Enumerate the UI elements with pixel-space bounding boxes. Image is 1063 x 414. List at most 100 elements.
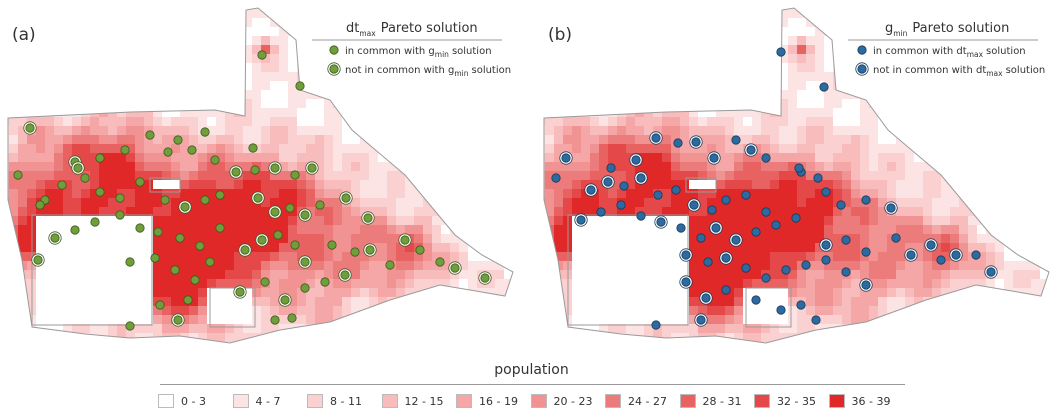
population-cell	[234, 99, 243, 108]
population-cell	[369, 342, 378, 343]
population-cell	[959, 234, 968, 243]
population-cell	[968, 279, 977, 288]
population-cell	[635, 99, 644, 108]
population-cell	[468, 198, 477, 207]
population-cell	[968, 234, 977, 243]
population-cell	[288, 288, 297, 297]
population-cell	[315, 189, 324, 198]
population-cell	[306, 90, 315, 99]
population-cell	[932, 8, 941, 9]
population-cell	[806, 243, 815, 252]
population-cell	[99, 171, 108, 180]
population-cell	[671, 27, 680, 36]
population-cell	[351, 108, 360, 117]
population-cell	[117, 189, 126, 198]
population-cell	[468, 270, 477, 279]
population-cell	[45, 9, 54, 18]
population-cell	[234, 153, 243, 162]
population-cell	[590, 27, 599, 36]
population-cell	[27, 207, 36, 216]
population-cell	[468, 162, 477, 171]
population-cell	[414, 306, 423, 315]
population-cell	[545, 207, 554, 216]
site-marker-unique	[731, 235, 741, 245]
population-cell	[333, 189, 342, 198]
population-cell	[45, 126, 54, 135]
population-cell	[1031, 252, 1040, 261]
population-cell	[324, 324, 333, 333]
population-cell	[941, 261, 950, 270]
population-cell	[653, 8, 662, 9]
population-cell	[860, 126, 869, 135]
population-cell	[1022, 270, 1031, 279]
population-cell	[635, 342, 644, 343]
population-cell	[887, 144, 896, 153]
population-cell	[815, 117, 824, 126]
population-cell	[216, 207, 225, 216]
population-cell	[554, 297, 563, 306]
population-cell	[707, 135, 716, 144]
population-cell	[243, 216, 252, 225]
population-cell	[544, 207, 545, 216]
population-cell	[8, 342, 9, 343]
population-cell	[544, 252, 545, 261]
population-cell	[788, 8, 797, 9]
population-cell	[833, 252, 842, 261]
population-cell	[977, 306, 986, 315]
population-cell	[459, 270, 468, 279]
population-cell	[333, 81, 342, 90]
population-cell	[54, 99, 63, 108]
population-cell	[554, 198, 563, 207]
population-cell	[680, 144, 689, 153]
population-cell	[45, 162, 54, 171]
population-cell	[279, 288, 288, 297]
population-cell	[414, 324, 423, 333]
population-cell	[333, 270, 342, 279]
population-cell	[725, 279, 734, 288]
population-cell	[9, 54, 18, 63]
population-cell	[477, 9, 486, 18]
population-cell	[545, 342, 554, 343]
population-cell	[504, 243, 513, 252]
population-cell	[716, 117, 725, 126]
population-cell	[414, 207, 423, 216]
population-cell	[878, 333, 887, 342]
population-cell	[869, 153, 878, 162]
population-cell	[306, 198, 315, 207]
population-cell	[1013, 333, 1022, 342]
population-cell	[734, 108, 743, 117]
population-cell	[9, 252, 18, 261]
population-cell	[725, 108, 734, 117]
population-class-label: 4 - 7	[255, 394, 281, 408]
population-cell	[450, 90, 459, 99]
population-cell	[779, 135, 788, 144]
population-cell	[896, 225, 905, 234]
population-cell	[189, 234, 198, 243]
population-cell	[153, 288, 162, 297]
population-cell	[504, 162, 513, 171]
site-marker-unique	[231, 167, 241, 177]
site-marker-unique	[173, 315, 183, 325]
population-cell	[243, 225, 252, 234]
population-cell	[450, 81, 459, 90]
population-cell	[914, 243, 923, 252]
population-cell	[144, 126, 153, 135]
population-cell	[297, 306, 306, 315]
population-cell	[833, 243, 842, 252]
population-cell	[572, 162, 581, 171]
population-cell	[545, 108, 554, 117]
population-cell	[932, 189, 941, 198]
population-cell	[171, 81, 180, 90]
population-cell	[608, 153, 617, 162]
population-cell	[432, 180, 441, 189]
population-cell	[144, 90, 153, 99]
population-cell	[653, 99, 662, 108]
site-marker-unique	[886, 203, 896, 213]
population-cell	[252, 324, 261, 333]
site-marker-common	[761, 273, 771, 283]
population-cell	[153, 153, 162, 162]
population-cell	[288, 279, 297, 288]
population-cell	[315, 333, 324, 342]
population-cell	[689, 72, 698, 81]
population-cell	[63, 324, 72, 333]
